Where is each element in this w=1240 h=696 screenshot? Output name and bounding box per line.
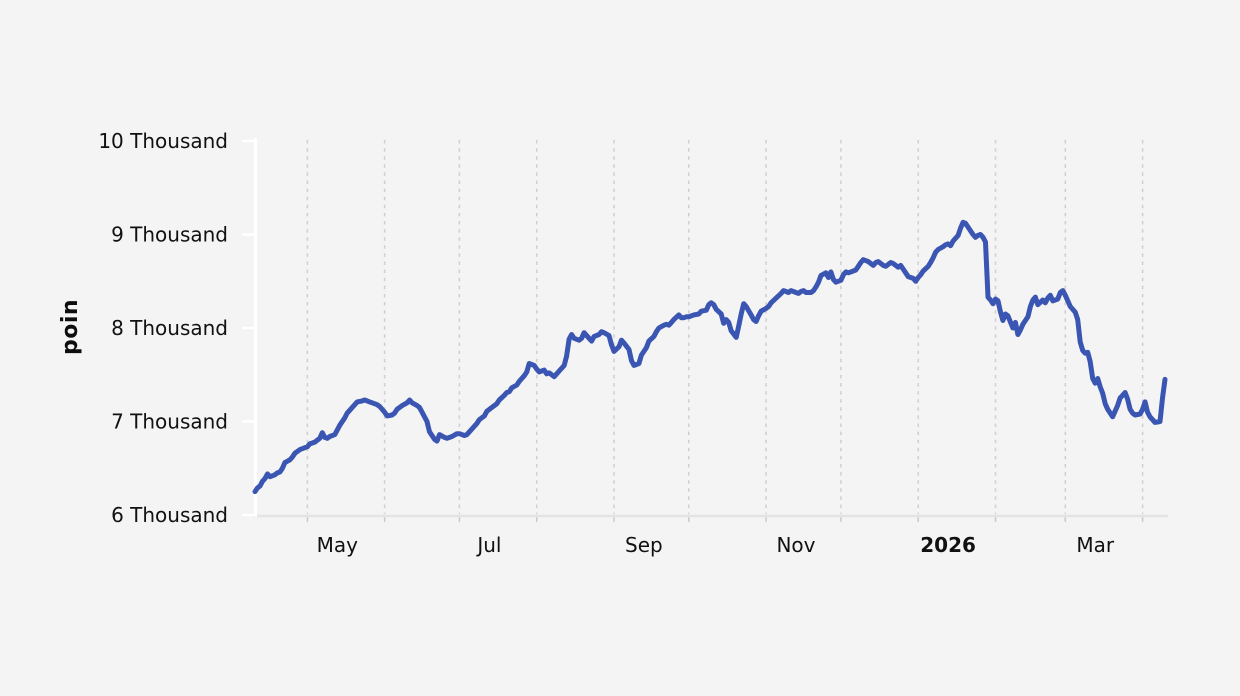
x-tick-label: Jul <box>475 533 501 557</box>
y-tick-label: 8 Thousand <box>111 316 228 340</box>
x-tick-label: Nov <box>776 533 815 557</box>
x-tick-label: 2026 <box>920 533 976 557</box>
y-tick-label: 9 Thousand <box>111 223 228 247</box>
x-tick-label: Mar <box>1076 533 1115 557</box>
y-tick-label: 10 Thousand <box>98 129 228 153</box>
price-series-line <box>252 219 1168 495</box>
y-tick-label: 7 Thousand <box>111 410 228 434</box>
x-tick-label: Sep <box>625 533 663 557</box>
y-tick-label: 6 Thousand <box>111 503 228 527</box>
x-tick-label: May <box>317 533 359 557</box>
